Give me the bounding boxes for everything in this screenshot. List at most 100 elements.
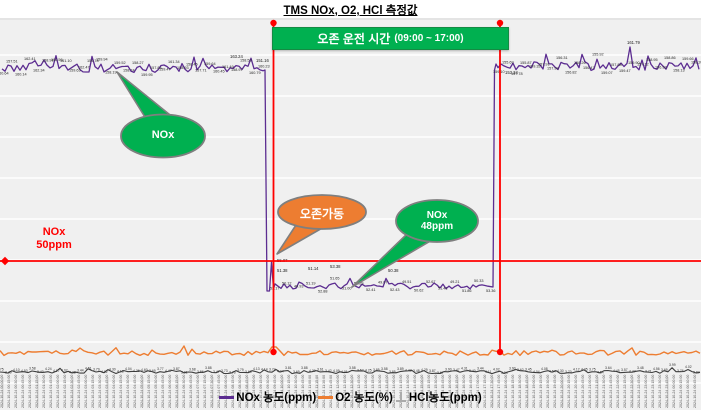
hcl-value-label: 4.12 xyxy=(573,367,580,371)
nox-value-label: 155.87 xyxy=(520,61,532,65)
legend-item-1[interactable]: O2 농도(%) xyxy=(318,389,393,405)
nox-value-label: 158.74 xyxy=(123,69,135,73)
hcl-value-label: 3.47 xyxy=(213,370,220,374)
x-tick-label: 2024-10-24 14:15:00 xyxy=(399,375,403,408)
nox-bubble-shape xyxy=(120,113,206,159)
x-tick-label: 2024-10-24 03:00:00 xyxy=(84,375,88,408)
nox-value-label: 158.95 xyxy=(646,58,658,62)
x-tick-label: 2024-10-24 19:45:00 xyxy=(553,375,557,408)
legend-item-0[interactable]: NOx 농도(ppm) xyxy=(219,389,316,405)
x-tick-label: 2024-10-24 09:00:00 xyxy=(252,375,256,408)
ozone-window-line-bottom-marker xyxy=(496,348,504,356)
x-tick-label: 2024-10-24 20:45:00 xyxy=(581,375,585,408)
o2-line xyxy=(0,345,701,357)
x-tick-label: 2024-10-24 14:45:00 xyxy=(413,375,417,408)
legend-errorbar-marker xyxy=(395,392,407,402)
hcl-value-label: 4.02 xyxy=(493,368,500,372)
x-tick-label: 2024-10-24 08:15:00 xyxy=(231,375,235,408)
nox-value-label: 158.93 xyxy=(177,66,189,70)
x-tick-label: 2024-10-24 10:30:00 xyxy=(294,375,298,408)
ozone-banner-text: 오존 운전 시간 xyxy=(317,32,391,46)
x-tick-label: 2024-10-24 14:30:00 xyxy=(406,375,410,408)
x-tick-label: 2024-10-24 17:15:00 xyxy=(483,375,487,408)
hcl-value-label: 4.04 xyxy=(533,370,540,374)
nox-value-label: 158.19 xyxy=(105,71,117,75)
x-tick-label: 2024-10-24 16:15:00 xyxy=(455,375,459,408)
nox-value-label: 50.33 xyxy=(474,279,484,283)
hcl-value-label: 3.87 xyxy=(429,369,436,373)
x-tick-label: 2024-10-24 07:30:00 xyxy=(210,375,214,408)
x-tick-label: 2024-10-24 00:30:00 xyxy=(686,375,690,408)
x-tick-label: 2024-10-24 03:15:00 xyxy=(91,375,95,408)
nox-value-label: 160.23 xyxy=(258,64,270,68)
x-tick-label: 2024-10-24 23:45:00 xyxy=(665,375,669,408)
x-tick-label: 2024-10-24 06:00:00 xyxy=(168,375,172,408)
nox-value-label: 159.95 xyxy=(141,73,153,77)
legend-item-2[interactable]: HCl농도(ppm) xyxy=(395,389,482,405)
x-tick-label: 2024-10-24 19:30:00 xyxy=(546,375,550,408)
nox-value-label: 158.45 xyxy=(186,62,198,66)
hcl-value-label: 3.73 xyxy=(221,369,228,373)
x-tick-label: 2024-10-24 23:15:00 xyxy=(651,375,655,408)
hcl-value-label: 4.56 xyxy=(653,367,660,371)
nox-limit-line1: NOx xyxy=(42,226,66,238)
x-tick-label: 2024-10-24 20:00:00 xyxy=(560,375,564,408)
x-tick-label: 2024-10-24 08:30:00 xyxy=(238,375,242,408)
hcl-value-label: 4.13 xyxy=(253,367,260,371)
nox-value-label: 52.43 xyxy=(390,288,400,292)
page-title: TMS NOx, O2, HCl 측정값 xyxy=(0,2,701,18)
hcl-value-label: 3.40 xyxy=(469,369,476,373)
x-tick-label: 2024-10-24 15:30:00 xyxy=(434,375,438,408)
x-tick-label: 2024-10-24 00:00:00 xyxy=(0,375,4,408)
x-tick-label: 2024-10-24 00:00:00 xyxy=(672,375,676,408)
x-tick-label: 2024-10-24 21:00:00 xyxy=(588,375,592,408)
nox-value-label: 159.94 xyxy=(96,58,108,62)
x-tick-label: 2024-10-24 01:00:00 xyxy=(28,375,32,408)
x-tick-label: 2024-10-24 02:30:00 xyxy=(70,375,74,408)
hcl-value-label: 4.11 xyxy=(485,370,491,374)
nox-key-label: 51.14 xyxy=(308,266,319,271)
x-tick-label: 2024-10-24 04:15:00 xyxy=(119,375,123,408)
hcl-value-label: 4.04 xyxy=(277,369,284,373)
x-tick-label: 2024-10-24 01:45:00 xyxy=(49,375,53,408)
hcl-value-label: 3.52 xyxy=(357,368,364,372)
hcl-value-label: 3.76 xyxy=(229,370,236,374)
nox-value-label: 52.17 xyxy=(270,286,280,290)
hcl-value-label: 4.51 xyxy=(85,366,92,370)
x-tick-label: 2024-10-24 00:15:00 xyxy=(679,375,683,408)
x-tick-label: 2024-10-24 07:00:00 xyxy=(196,375,200,408)
hcl-value-label: 4.01 xyxy=(341,370,348,374)
legend-label: O2 농도(%) xyxy=(335,392,393,404)
nox-value-label: 155.92 xyxy=(592,53,604,57)
hcl-value-label: 4.17 xyxy=(53,369,60,373)
x-tick-label: 2024-10-24 05:30:00 xyxy=(154,375,158,408)
x-tick-label: 2024-10-24 03:30:00 xyxy=(98,375,102,408)
x-tick-label: 2024-10-24 16:45:00 xyxy=(469,375,473,408)
x-tick-label: 2024-10-24 00:45:00 xyxy=(693,375,697,408)
nox-value-label: 158.20 xyxy=(691,60,701,64)
x-tick-label: 2024-10-24 04:45:00 xyxy=(133,375,137,408)
hcl-value-label: 3.85 xyxy=(373,368,380,372)
hcl-value-label: 3.75 xyxy=(589,367,596,371)
hcl-value-label: 3.48 xyxy=(637,366,644,370)
x-tick-label: 2024-10-24 07:15:00 xyxy=(203,375,207,408)
nox-value-label: 159.66 xyxy=(682,57,694,61)
x-tick-label: 2024-10-24 13:00:00 xyxy=(364,375,368,408)
nox-value-label: 160.45 xyxy=(213,70,225,74)
nox-value-label: 49.51 xyxy=(402,280,412,284)
hcl-value-label: 3.87 xyxy=(693,370,700,374)
hcl-value-label: 4.30 xyxy=(309,369,316,373)
nox-value-label: 160.14 xyxy=(15,73,27,77)
hcl-value-label: 3.81 xyxy=(285,366,292,370)
x-tick-label: 2024-10-24 05:45:00 xyxy=(161,375,165,408)
nox-value-label: 159.47 xyxy=(619,69,631,73)
hcl-value-label: 3.91 xyxy=(181,370,188,374)
nox-value-label: 52.88 xyxy=(318,290,328,294)
hcl-value-label: 3.69 xyxy=(149,369,156,373)
nox-limit-line-marker xyxy=(0,256,10,266)
hcl-value-label: 4.45 xyxy=(613,369,620,373)
nox-value-label: 157.78 xyxy=(511,72,523,76)
hcl-value-label: 4.42 xyxy=(405,368,412,372)
x-tick-label: 2024-10-24 11:00:00 xyxy=(308,375,312,408)
hcl-value-label: 3.67 xyxy=(437,371,444,375)
